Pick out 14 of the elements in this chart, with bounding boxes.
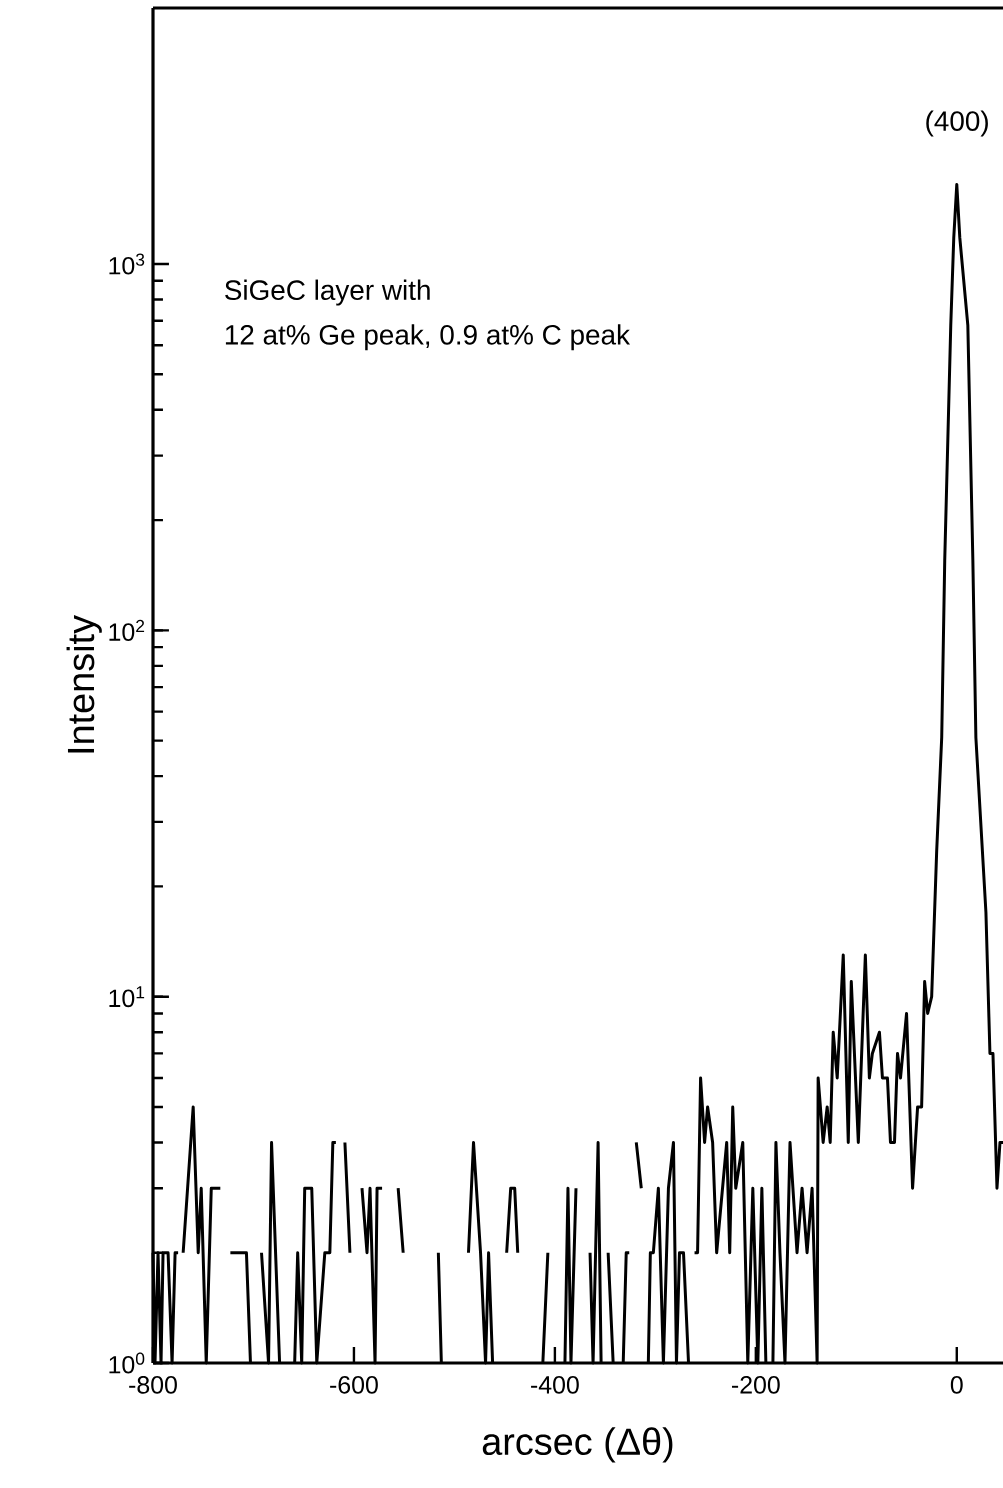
x-tick-label: 0 — [950, 1376, 963, 1394]
y-tick-label: 10$^{1}$ — [109, 986, 145, 1008]
y-tick-label: 10$^{0}$ — [109, 1352, 145, 1374]
annotation: SiGeC layer with — [225, 279, 430, 306]
x-tick-label: -400 — [531, 1376, 579, 1394]
y-tick-label: 10$^{2}$ — [109, 619, 145, 641]
annotation: 12 at% Ge peak, 0.9 at% C peak — [225, 324, 631, 351]
y-tick-label: 10$^{3}$ — [109, 253, 145, 275]
x-tick-label: -200 — [732, 1376, 780, 1394]
x-tick-label: -600 — [330, 1376, 378, 1394]
y-axis-title: Intensity — [66, 615, 102, 753]
x-axis-title: arcsec (Δθ) — [482, 1427, 673, 1463]
x-tick-label: -800 — [129, 1376, 177, 1394]
annotation: (400) — [926, 110, 988, 137]
